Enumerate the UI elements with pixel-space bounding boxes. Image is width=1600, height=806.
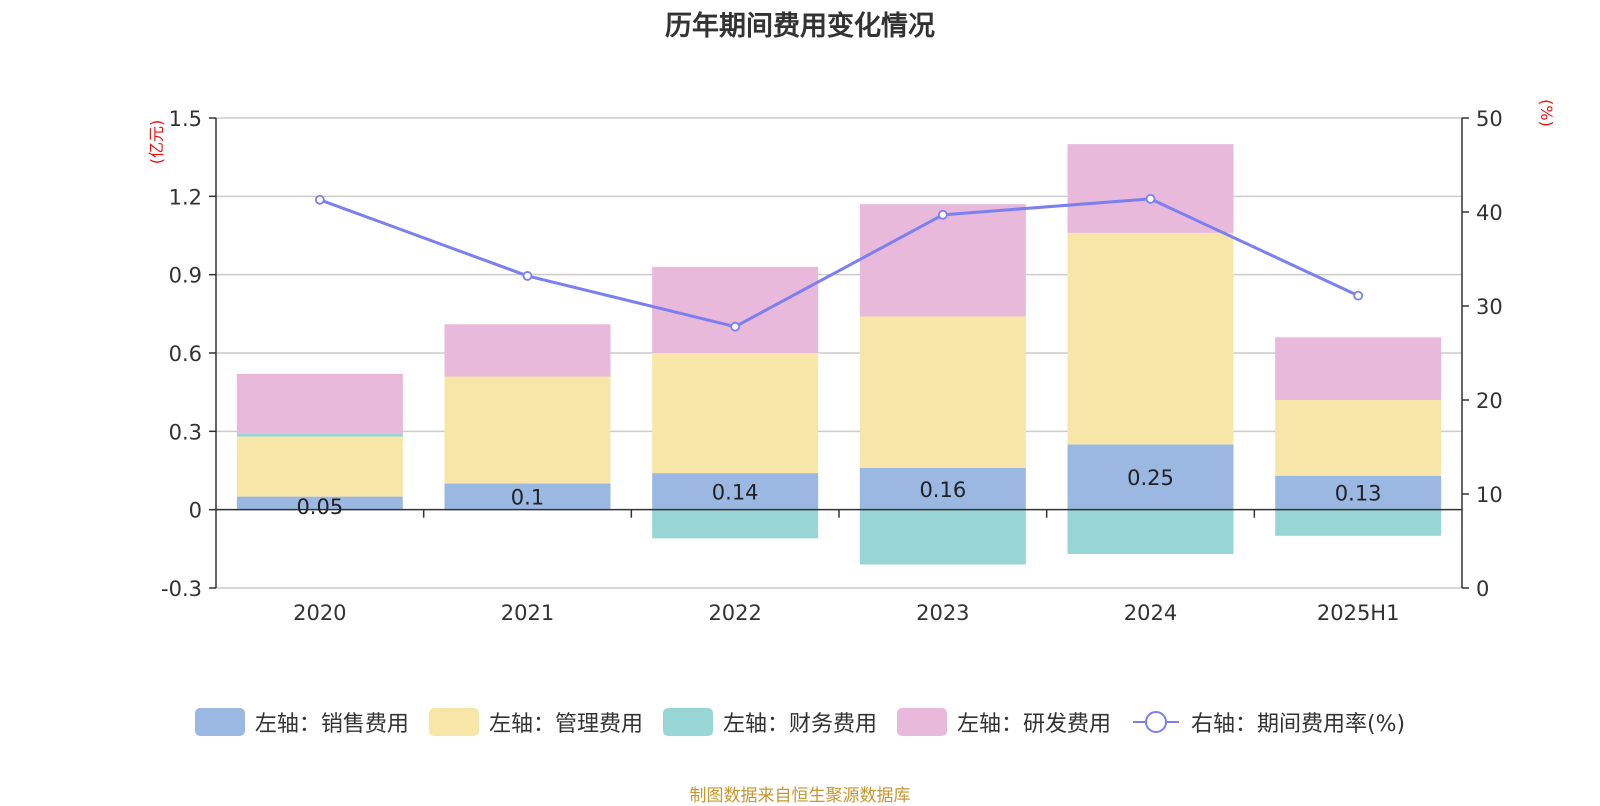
left-axis-tick-label: 1.5 (169, 107, 202, 131)
data-label: 0.13 (1335, 482, 1382, 506)
bar-segment (444, 324, 611, 377)
data-label: 0.14 (712, 480, 759, 504)
bar-segment (1067, 232, 1234, 445)
bar-segment (1275, 400, 1442, 476)
left-axis-tick-label: 0.3 (169, 420, 202, 444)
chart-title: 历年期间费用变化情况 (665, 11, 935, 42)
legend-swatch (662, 708, 713, 736)
bar-segment (1067, 509, 1234, 555)
data-label: 0.25 (1127, 466, 1174, 490)
right-axis-tick-label: 20 (1476, 389, 1503, 413)
chart-legend: 左轴：销售费用 左轴：管理费用 左轴：财务费用 左轴：研发费用 右轴：期间费用率(%) (0, 706, 1600, 738)
bar-segment (859, 316, 1026, 468)
bar-segment (652, 473, 819, 510)
legend-item[interactable]: 右轴：期间费用率(%) (1131, 706, 1405, 738)
left-axis-tick-label: 1.2 (169, 185, 202, 209)
x-axis-tick-label: 2022 (708, 601, 761, 625)
rate-point (314, 194, 325, 205)
bar-segment (1275, 337, 1442, 400)
legend-label: 左轴：管理费用 (488, 712, 643, 737)
bar-segment (1275, 475, 1442, 510)
rate-line (319, 197, 1359, 329)
bar-segment (236, 373, 403, 434)
source-footer: 制图数据来自恒生聚源数据库 (689, 786, 911, 806)
left-axis-tick-label: -0.3 (161, 577, 202, 601)
legend-swatch (194, 708, 245, 736)
legend-label: 左轴：研发费用 (956, 712, 1111, 737)
legend-item[interactable]: 左轴：销售费用 (194, 706, 409, 738)
bar-segment (859, 509, 1026, 565)
bar-segment (236, 433, 403, 437)
rate-point (1145, 193, 1156, 204)
bar-segment (1067, 144, 1234, 233)
right-axis-tick-label: 10 (1476, 483, 1503, 507)
x-axis-tick-label: 2020 (293, 601, 346, 625)
x-axis-tick-label: 2025H1 (1317, 601, 1400, 625)
legend-line-icon (1132, 711, 1179, 733)
x-axis-tick-label: 2024 (1124, 601, 1177, 625)
data-label: 0.16 (919, 478, 966, 502)
bar-segment (859, 467, 1026, 510)
rate-point (937, 209, 948, 220)
rate-point (1353, 290, 1364, 301)
legend-item[interactable]: 左轴：财务费用 (662, 706, 877, 738)
bar-segment (652, 266, 819, 353)
bar-segment (236, 436, 403, 497)
bar-segment (859, 204, 1026, 317)
bar-segment (444, 376, 611, 484)
left-axis-unit: (亿元) (147, 120, 166, 165)
rate-point (730, 321, 741, 332)
legend-swatch (428, 708, 479, 736)
chart-plot: -0.3 0 0.3 0.6 0.9 1.2 1.5 0 10 20 30 40 50 (亿元) (%) 20… (147, 99, 1556, 625)
bar-segment (236, 496, 403, 510)
bar-segment (1275, 509, 1442, 536)
legend-label: 左轴：销售费用 (254, 712, 409, 737)
data-label: 0.1 (511, 486, 544, 510)
left-axis-tick-label: 0.6 (169, 342, 202, 366)
bar-segment (652, 353, 819, 474)
right-axis-tick-label: 30 (1476, 295, 1503, 319)
bar-segment (1067, 444, 1234, 510)
right-axis-tick-label: 50 (1476, 107, 1503, 131)
legend-item[interactable]: 左轴：管理费用 (428, 706, 643, 738)
x-axis-tick-label: 2023 (916, 601, 969, 625)
left-axis-tick-label: 0.9 (169, 264, 202, 288)
legend-label: 右轴：期间费用率(%) (1190, 712, 1406, 737)
right-axis-tick-label: 0 (1476, 577, 1489, 601)
x-axis-tick-label: 2021 (501, 601, 554, 625)
right-axis-unit: (%) (1537, 99, 1556, 127)
data-label: 0.05 (296, 495, 343, 519)
legend-item[interactable]: 左轴：研发费用 (896, 706, 1111, 738)
legend-swatch (896, 708, 947, 736)
legend-label: 左轴：财务费用 (722, 712, 877, 737)
bar-segment (652, 509, 819, 539)
rate-point (522, 271, 533, 281)
left-axis-tick-label: 0 (189, 499, 202, 523)
right-axis-tick-label: 40 (1476, 201, 1503, 225)
bar-segment (444, 483, 611, 510)
